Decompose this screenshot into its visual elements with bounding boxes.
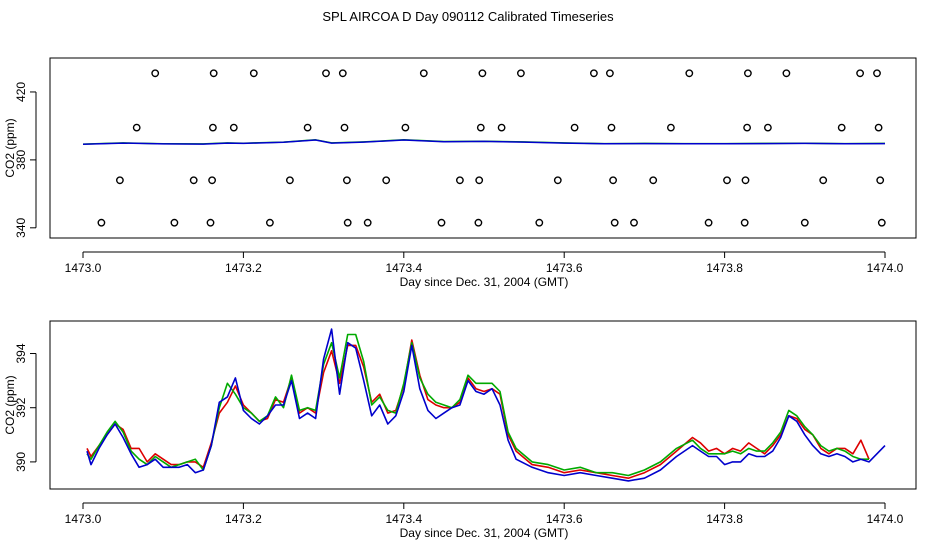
data-point-circle: [800, 218, 809, 227]
data-point-circle: [685, 69, 694, 78]
data-point-circle: [132, 123, 141, 132]
x-tick-label: 1473.0: [65, 261, 102, 275]
data-point-circle: [607, 123, 616, 132]
x-tick-label: 1473.2: [225, 512, 262, 526]
series-line-2: [82, 139, 886, 146]
data-point-circle: [116, 176, 124, 185]
data-point-circle: [570, 123, 579, 132]
x-tick-label: 1473.2: [225, 261, 262, 275]
x-axis-label: Day since Dec. 31, 2004 (GMT): [400, 526, 569, 540]
data-point-circle: [517, 69, 525, 78]
y-tick-label: 340: [14, 217, 28, 237]
plot-frame: [49, 320, 917, 490]
data-point-circle: [740, 218, 749, 227]
data-point-circle: [476, 123, 485, 132]
data-point-circle: [782, 69, 791, 78]
data-point-circle: [382, 176, 391, 185]
x-axis-label: Day since Dec. 31, 2004 (GMT): [400, 275, 569, 289]
data-point-circle: [151, 69, 160, 78]
data-point-circle: [475, 176, 484, 185]
data-point-circle: [606, 69, 614, 78]
data-point-circle: [856, 69, 864, 78]
x-tick-label: 1473.0: [65, 512, 102, 526]
data-point-circle: [478, 69, 487, 78]
x-tick-label: 1473.8: [706, 512, 743, 526]
x-tick-label: 1473.4: [385, 512, 422, 526]
data-point-circle: [649, 176, 658, 185]
data-point-circle: [741, 176, 750, 185]
data-point-circle: [630, 218, 638, 227]
data-point-circle: [340, 123, 349, 132]
data-point-circle: [419, 69, 428, 78]
data-point-circle: [874, 123, 883, 132]
y-tick-label: 390: [14, 452, 28, 472]
data-point-circle: [535, 218, 544, 227]
data-point-circle: [97, 218, 106, 227]
chart-title: SPL AIRCOA D Day 090112 Calibrated Times…: [322, 9, 614, 24]
data-point-circle: [206, 218, 215, 227]
data-point-circle: [474, 218, 483, 227]
data-point-circle: [876, 176, 885, 185]
plot-frame: [49, 57, 917, 239]
data-point-circle: [342, 176, 351, 185]
data-point-circle: [265, 218, 274, 227]
data-point-circle: [189, 176, 198, 185]
data-point-circle: [609, 176, 617, 185]
y-axis-label: CO2 (ppm): [3, 375, 17, 434]
series-line-2: [86, 333, 869, 477]
data-point-circle: [229, 123, 238, 132]
data-point-circle: [497, 123, 506, 132]
data-point-circle: [285, 176, 294, 185]
panel-1: 1473.0 1473.2 1473.4 1473.6 1473.8 1474.0 Day …: [3, 57, 917, 289]
x-tick-label: 1473.4: [385, 261, 422, 275]
data-point-circle: [303, 123, 312, 132]
data-point-circle: [437, 218, 446, 227]
data-point-circle: [873, 69, 881, 78]
panel-2: 1473.0 1473.2 1473.4 1473.6 1473.8 1474.0 Day …: [3, 320, 917, 540]
x-tick-label: 1474.0: [867, 261, 904, 275]
data-point-circle: [455, 176, 464, 185]
x-tick-label: 1474.0: [867, 512, 904, 526]
data-point-circle: [743, 123, 751, 132]
y-axis-label: CO2 (ppm): [3, 118, 17, 177]
data-point-circle: [877, 218, 886, 227]
data-point-circle: [837, 123, 846, 132]
data-point-circle: [343, 218, 352, 227]
data-point-circle: [208, 176, 217, 185]
data-point-circle: [723, 176, 731, 185]
data-point-circle: [819, 176, 828, 185]
x-tick-label: 1473.6: [546, 261, 583, 275]
series-line-1: [86, 339, 870, 480]
x-tick-label: 1473.6: [546, 512, 583, 526]
data-point-circle: [610, 218, 619, 227]
data-point-circle: [170, 218, 179, 227]
data-point-circle: [363, 218, 372, 227]
data-point-circle: [322, 69, 330, 78]
data-point-circle: [249, 69, 258, 78]
data-point-circle: [667, 123, 675, 132]
y-tick-label: 420: [14, 82, 28, 102]
data-point-circle: [208, 123, 217, 132]
data-point-circle: [764, 123, 772, 132]
data-point-circle: [338, 69, 347, 78]
data-point-circle: [209, 69, 218, 78]
data-point-circle: [744, 69, 752, 78]
y-tick-label: 392: [14, 397, 28, 417]
data-point-circle: [553, 176, 562, 185]
data-point-circle: [704, 218, 713, 227]
x-tick-label: 1473.8: [706, 261, 743, 275]
data-point-circle: [401, 123, 410, 132]
series-line-3: [86, 328, 886, 482]
data-point-circle: [590, 69, 598, 78]
y-tick-label: 380: [14, 150, 28, 170]
y-tick-label: 394: [14, 343, 28, 363]
